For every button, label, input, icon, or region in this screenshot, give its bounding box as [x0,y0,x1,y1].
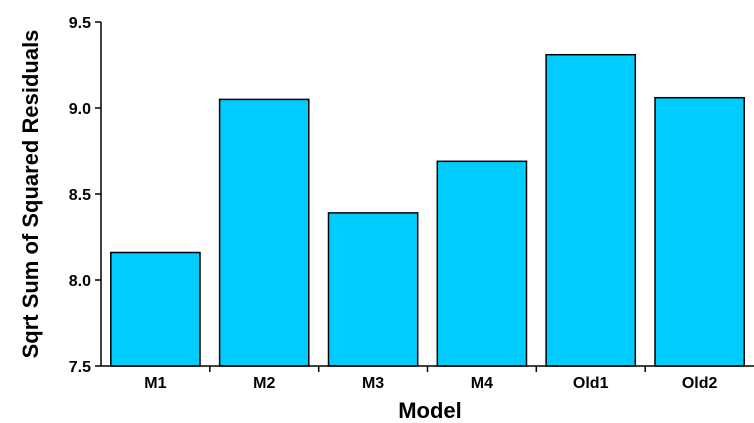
bar-m4 [436,160,528,367]
x-tick-label-old1: Old1 [573,375,609,392]
x-tick-label-old2: Old2 [682,375,718,392]
y-ticks: 7.5 8.0 8.5 9.0 9.5 [69,15,101,376]
bar-old1 [545,53,637,367]
x-tick-label-m3: M3 [362,375,384,392]
x-ticks: M1 M2 M3 M4 Old1 Old2 [144,366,717,392]
y-tick-label: 9.0 [69,101,91,118]
x-tick-label-m4: M4 [471,375,493,392]
bar-m1 [110,251,201,367]
y-tick-label: 9.5 [69,15,91,32]
bar-m2 [218,98,310,367]
x-tick-label-m2: M2 [253,375,275,392]
y-tick-label: 7.5 [69,359,91,376]
y-tick-label: 8.0 [69,273,91,290]
y-tick-label: 8.5 [69,187,91,204]
bars-layer [110,53,745,367]
y-axis-title: Sqrt Sum of Squared Residuals [18,30,43,359]
bar-m3 [327,212,419,367]
x-tick-label-m1: M1 [144,375,166,392]
x-axis-title: Model [398,398,462,423]
bar-old2 [654,96,745,367]
